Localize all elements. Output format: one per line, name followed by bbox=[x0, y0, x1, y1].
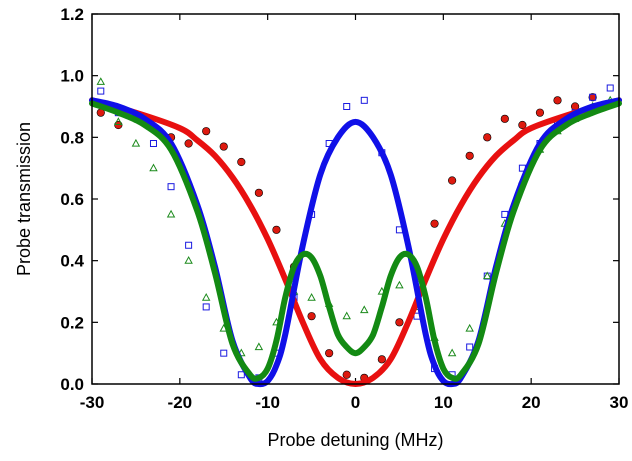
data-point-circle bbox=[465, 151, 474, 160]
data-point-circle bbox=[430, 219, 439, 228]
data-point-circle bbox=[588, 93, 597, 102]
data-point-triangle bbox=[131, 138, 141, 147]
y-tick-label: 0.0 bbox=[60, 375, 84, 394]
data-point-triangle bbox=[184, 256, 193, 264]
data-point-circle bbox=[518, 120, 527, 130]
x-tick-label: -30 bbox=[80, 393, 105, 412]
y-tick-label: 0.2 bbox=[60, 313, 84, 332]
data-point-circle bbox=[237, 157, 246, 167]
data-point-circle bbox=[535, 108, 545, 117]
x-tick-label: -20 bbox=[168, 393, 193, 412]
data-point-square bbox=[343, 103, 351, 110]
plot-frame bbox=[91, 13, 620, 385]
x-tick-label: -10 bbox=[255, 393, 280, 412]
data-point-triangle bbox=[96, 77, 106, 85]
plot-series bbox=[89, 77, 622, 388]
data-point-triangle bbox=[360, 305, 369, 314]
data-point-circle bbox=[184, 139, 193, 148]
data-point-square bbox=[360, 96, 368, 104]
series-square-points bbox=[97, 84, 614, 382]
data-point-circle bbox=[377, 355, 386, 364]
data-point-triangle bbox=[307, 293, 316, 301]
y-tick-label: 0.6 bbox=[60, 190, 84, 209]
data-point-square bbox=[589, 93, 597, 101]
data-point-square bbox=[237, 371, 245, 379]
data-point-triangle bbox=[114, 117, 123, 126]
x-axis-ticks: -30 -20 -10 0 10 20 30 bbox=[80, 14, 629, 412]
data-point-square bbox=[97, 87, 105, 95]
y-tick-label: 1.2 bbox=[60, 5, 84, 24]
y-axis-label: Probe transmission bbox=[14, 122, 34, 276]
data-point-triangle bbox=[166, 209, 176, 218]
data-point-circle bbox=[553, 96, 562, 105]
data-point-triangle bbox=[254, 342, 264, 351]
data-point-circle bbox=[395, 318, 404, 327]
x-axis-label: Probe detuning (MHz) bbox=[267, 430, 443, 450]
data-point-circle bbox=[500, 114, 509, 123]
data-point-circle bbox=[202, 127, 211, 136]
data-point-circle bbox=[272, 225, 281, 234]
y-tick-label: 0.8 bbox=[60, 128, 84, 147]
data-point-triangle bbox=[447, 348, 457, 357]
series-circle-points bbox=[96, 93, 615, 382]
y-tick-label: 0.4 bbox=[60, 252, 84, 271]
data-point-triangle bbox=[483, 271, 492, 280]
fit-line-green bbox=[89, 100, 622, 382]
x-tick-label: 0 bbox=[351, 393, 360, 412]
x-tick-label: 20 bbox=[522, 393, 541, 412]
data-point-square bbox=[466, 343, 474, 351]
data-point-triangle bbox=[149, 163, 158, 172]
data-point-circle bbox=[483, 133, 492, 142]
data-point-triangle bbox=[201, 293, 211, 301]
data-point-triangle bbox=[395, 280, 404, 289]
fit-line-blue bbox=[89, 97, 622, 388]
data-point-square bbox=[202, 303, 210, 311]
y-tick-label: 1.0 bbox=[60, 67, 84, 86]
data-point-triangle bbox=[465, 323, 474, 332]
data-point-circle bbox=[219, 142, 228, 151]
data-point-circle bbox=[307, 312, 316, 321]
data-point-square bbox=[220, 349, 228, 357]
x-tick-label: 10 bbox=[434, 393, 453, 412]
data-point-circle bbox=[448, 176, 457, 185]
data-point-circle bbox=[342, 370, 351, 379]
data-point-square bbox=[167, 183, 175, 191]
x-tick-label: 30 bbox=[610, 393, 629, 412]
data-point-square bbox=[149, 140, 157, 147]
data-point-square bbox=[606, 84, 614, 92]
data-point-square bbox=[185, 241, 193, 249]
data-point-circle bbox=[254, 188, 263, 197]
data-point-circle bbox=[325, 349, 334, 358]
data-point-triangle bbox=[342, 311, 351, 320]
